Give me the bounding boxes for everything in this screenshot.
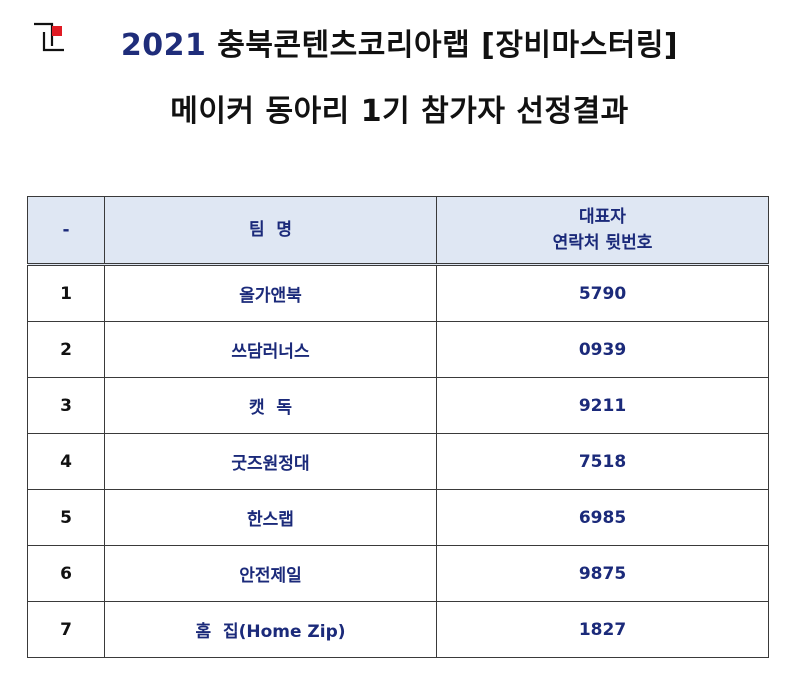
column-header-contact-line1: 대표자: [579, 207, 626, 227]
team-name: 굿즈원정대: [104, 433, 437, 490]
team-name: 쓰담러너스: [104, 321, 437, 378]
row-number: 6: [27, 545, 105, 602]
table-row: 1 올가앤북 5790: [27, 264, 769, 322]
row-number: 4: [27, 433, 105, 490]
corner-bracket-logo: [34, 22, 64, 52]
contact-digits: 9875: [436, 545, 769, 602]
team-name: 캣 독: [104, 377, 437, 434]
contact-digits: 5790: [436, 264, 769, 322]
table-row: 4 굿즈원정대 7518: [27, 433, 769, 490]
table-row: 3 캣 독 9211: [27, 377, 769, 434]
results-table: - 팀 명 대표자 연락처 뒷번호 1 올가앤북 5790 2 쓰담러너스 09…: [27, 196, 769, 658]
contact-digits: 9211: [436, 377, 769, 434]
table-row: 2 쓰담러너스 0939: [27, 321, 769, 378]
team-name: 올가앤북: [104, 264, 437, 322]
table-row: 6 안전제일 9875: [27, 545, 769, 602]
contact-digits: 0939: [436, 321, 769, 378]
row-number: 1: [27, 264, 105, 322]
title-year: 2021: [120, 28, 207, 63]
team-name: 안전제일: [104, 545, 437, 602]
row-number: 5: [27, 489, 105, 546]
row-number: 7: [27, 601, 105, 658]
table-header-row: - 팀 명 대표자 연락처 뒷번호: [27, 196, 769, 266]
team-name: 한스랩: [104, 489, 437, 546]
contact-digits: 7518: [436, 433, 769, 490]
contact-digits: 6985: [436, 489, 769, 546]
column-header-contact-line2: 연락처 뒷번호: [552, 233, 653, 253]
row-number: 3: [27, 377, 105, 434]
page-title-line2: 메이커 동아리 1기 참가자 선정결과: [170, 94, 629, 129]
column-header-no: -: [27, 196, 105, 266]
row-number: 2: [27, 321, 105, 378]
page-title-line1: 2021 충북콘텐츠코리아랩 [장비마스터링]: [0, 20, 799, 64]
title-line1-text: 충북콘텐츠코리아랩 [장비마스터링]: [217, 28, 679, 63]
contact-digits: 1827: [436, 601, 769, 658]
table-row: 5 한스랩 6985: [27, 489, 769, 546]
column-header-contact: 대표자 연락처 뒷번호: [436, 196, 769, 266]
table-row: 7 홈 집(Home Zip) 1827: [27, 601, 769, 658]
column-header-team: 팀 명: [104, 196, 437, 266]
team-name: 홈 집(Home Zip): [104, 601, 437, 658]
